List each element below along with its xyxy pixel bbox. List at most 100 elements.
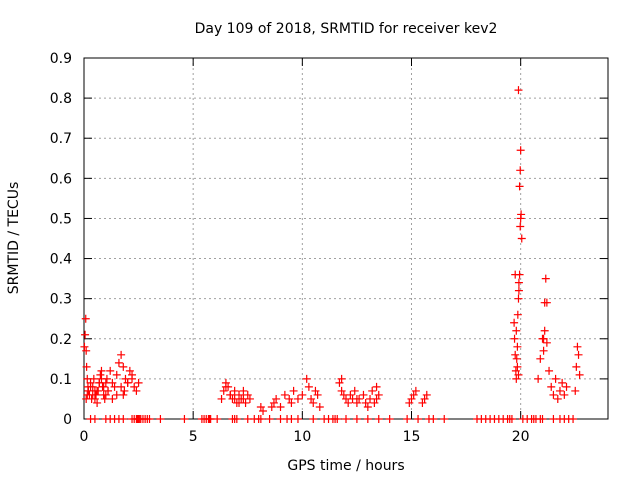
data-point bbox=[372, 382, 381, 391]
data-point bbox=[346, 390, 355, 399]
data-point bbox=[84, 386, 93, 395]
data-point bbox=[235, 398, 244, 407]
x-axis-label: GPS time / hours bbox=[287, 458, 404, 474]
y-axis-label: SRMTID / TECUs bbox=[6, 182, 22, 295]
data-point bbox=[534, 374, 543, 383]
data-point bbox=[513, 310, 522, 319]
data-point bbox=[512, 374, 521, 383]
data-point bbox=[86, 382, 95, 391]
data-point bbox=[374, 390, 383, 399]
data-point bbox=[123, 378, 132, 387]
zero-data-point bbox=[293, 415, 302, 423]
data-point bbox=[337, 374, 346, 383]
x-tick-label: 10 bbox=[293, 429, 311, 445]
data-point bbox=[517, 210, 526, 219]
data-point bbox=[409, 390, 418, 399]
data-point bbox=[104, 386, 113, 395]
data-point bbox=[112, 370, 121, 379]
data-point bbox=[540, 326, 549, 335]
data-point bbox=[541, 274, 550, 283]
data-point bbox=[368, 386, 377, 395]
data-point bbox=[93, 398, 102, 407]
data-point bbox=[117, 350, 126, 359]
data-point bbox=[359, 390, 368, 399]
data-point bbox=[287, 398, 296, 407]
data-point bbox=[411, 386, 420, 395]
data-point bbox=[230, 386, 239, 395]
zero-data-point bbox=[414, 415, 423, 423]
data-point bbox=[551, 374, 560, 383]
data-point bbox=[512, 326, 521, 335]
y-tick-label: 0.7 bbox=[50, 131, 72, 147]
data-point bbox=[517, 234, 526, 243]
data-point bbox=[82, 362, 91, 371]
data-point bbox=[510, 334, 519, 343]
data-point bbox=[313, 390, 322, 399]
data-point bbox=[125, 366, 134, 375]
zero-data-point bbox=[385, 415, 394, 423]
data-point bbox=[542, 338, 551, 347]
data-point bbox=[90, 394, 99, 403]
data-point bbox=[259, 406, 268, 415]
data-point bbox=[539, 346, 548, 355]
y-tick-label: 0.1 bbox=[50, 372, 72, 388]
data-point bbox=[547, 382, 556, 391]
x-tick-label: 0 bbox=[80, 429, 89, 445]
data-point bbox=[128, 374, 137, 383]
y-tick-label: 0.8 bbox=[50, 91, 72, 107]
data-point bbox=[82, 394, 91, 403]
data-point bbox=[405, 398, 414, 407]
data-point bbox=[130, 382, 139, 391]
data-point bbox=[217, 394, 226, 403]
data-point bbox=[545, 366, 554, 375]
data-point bbox=[309, 398, 318, 407]
data-point bbox=[344, 398, 353, 407]
data-point bbox=[243, 390, 252, 399]
data-point bbox=[542, 298, 551, 307]
data-point bbox=[311, 386, 320, 395]
y-tick-label: 0.6 bbox=[50, 171, 72, 187]
data-point bbox=[514, 86, 523, 95]
data-point bbox=[315, 402, 324, 411]
zero-data-point bbox=[352, 415, 361, 423]
data-point bbox=[549, 390, 558, 399]
data-point bbox=[558, 378, 567, 387]
data-point bbox=[120, 386, 129, 395]
data-point bbox=[285, 394, 294, 403]
zero-data-point bbox=[403, 415, 412, 423]
data-point bbox=[119, 390, 128, 399]
plot-background bbox=[84, 58, 608, 419]
data-point bbox=[114, 358, 123, 367]
data-point bbox=[95, 378, 104, 387]
data-point bbox=[513, 342, 522, 351]
data-point bbox=[560, 390, 569, 399]
data-point bbox=[514, 278, 523, 287]
data-point bbox=[230, 394, 239, 403]
y-tick-label: 0.2 bbox=[50, 332, 72, 348]
data-point bbox=[82, 346, 91, 355]
data-point bbox=[108, 378, 117, 387]
y-tick-label: 0.4 bbox=[50, 252, 72, 268]
zero-data-point bbox=[180, 415, 189, 423]
y-tick-label: 0.3 bbox=[50, 292, 72, 308]
data-point bbox=[422, 390, 431, 399]
data-point bbox=[352, 394, 361, 403]
data-point bbox=[226, 390, 235, 399]
data-point bbox=[132, 386, 141, 395]
data-point bbox=[511, 350, 520, 359]
data-point bbox=[574, 350, 583, 359]
data-point bbox=[514, 286, 523, 295]
data-point bbox=[418, 398, 427, 407]
data-point bbox=[562, 382, 571, 391]
data-point bbox=[89, 374, 98, 383]
y-tick-label: 0 bbox=[63, 412, 72, 428]
zero-data-point bbox=[507, 415, 516, 423]
data-point bbox=[239, 386, 248, 395]
data-point bbox=[335, 378, 344, 387]
data-point bbox=[372, 394, 381, 403]
y-tick-label: 0.9 bbox=[50, 51, 72, 67]
data-point bbox=[555, 386, 564, 395]
data-point bbox=[298, 390, 307, 399]
data-point bbox=[407, 394, 416, 403]
